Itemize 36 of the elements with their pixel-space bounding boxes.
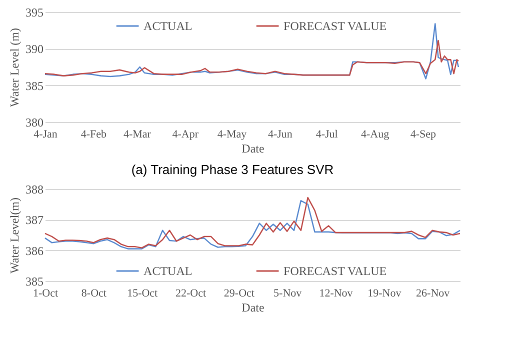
legend-label: FORECAST VALUE	[284, 19, 387, 33]
line-series	[44, 40, 460, 76]
x-axis-title: Date	[242, 300, 264, 314]
y-tick-label: 395	[26, 6, 44, 20]
x-tick-label: 4-Jul	[316, 128, 338, 140]
x-tick-label: 22-Oct	[175, 288, 206, 300]
x-tick-label: 1-Oct	[32, 288, 58, 300]
legend-label: ACTUAL	[144, 264, 192, 278]
x-tick-label: 29-Oct	[224, 288, 254, 300]
x-tick-label: 4-Mar	[123, 128, 152, 140]
x-tick-label: 19-Nov	[368, 288, 402, 300]
y-tick-label: 387	[26, 213, 44, 228]
x-tick-label: 4-May	[217, 128, 248, 140]
x-tick-label: 4-Feb	[80, 128, 108, 140]
x-tick-label: 8-Oct	[81, 288, 106, 300]
y-tick-label: 388	[26, 182, 44, 196]
x-tick-label: 4-Aug	[360, 128, 390, 140]
x-tick-label: 4-Jun	[268, 128, 293, 140]
x-tick-label: 12-Nov	[319, 288, 354, 300]
legend-label: ACTUAL	[144, 19, 192, 33]
y-tick-label: 390	[26, 42, 44, 56]
x-tick-label: 26-Nov	[416, 288, 450, 300]
y-tick-label: 386	[26, 244, 44, 258]
y-axis-title: Water Level(m)	[8, 198, 22, 274]
y-tick-label: 385	[26, 78, 44, 93]
x-tick-label: 4-Jan	[34, 128, 58, 140]
x-axis-title: Date	[242, 142, 264, 156]
legend-label: FORECAST VALUE	[284, 264, 387, 278]
x-tick-label: 5-Nov	[274, 288, 302, 300]
y-tick-label: 380	[26, 116, 44, 130]
x-tick-label: 4-Apr	[172, 128, 199, 140]
x-tick-label: 15-Oct	[127, 288, 158, 300]
y-tick-label: 385	[26, 274, 44, 288]
x-tick-label: 4-Sep	[410, 128, 437, 140]
text: (a) Training Phase 3 Features SVR	[131, 162, 334, 177]
y-axis-title: Water Level (m)	[8, 28, 22, 107]
